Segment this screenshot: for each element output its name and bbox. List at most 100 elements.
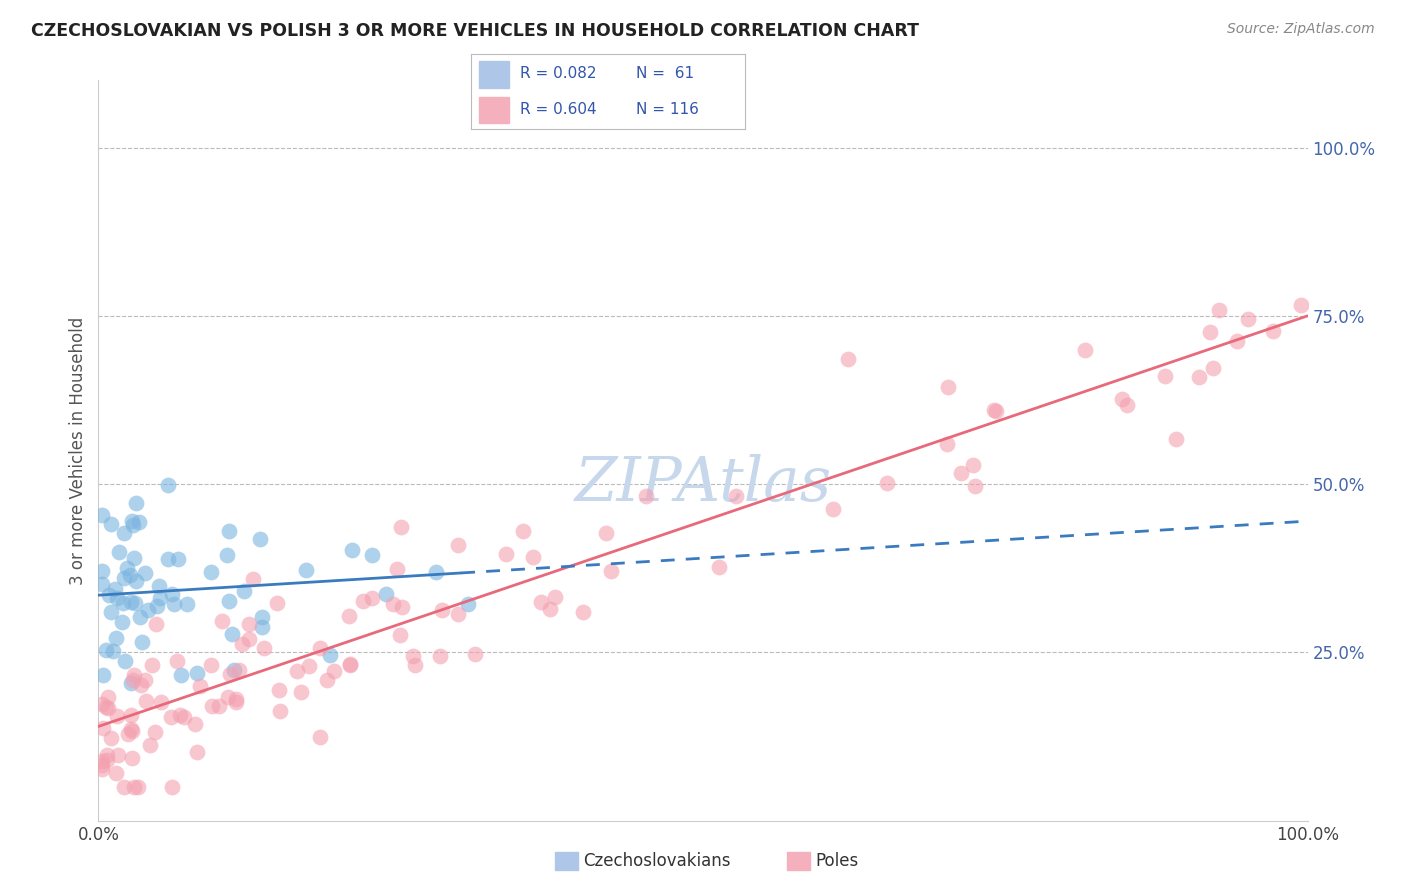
- Point: [250, 610, 273, 624]
- Point: [430, 602, 453, 616]
- Point: [404, 657, 426, 672]
- Point: [149, 591, 172, 605]
- Point: [402, 648, 425, 663]
- Point: [156, 552, 179, 566]
- Point: [118, 568, 141, 582]
- Point: [308, 730, 330, 744]
- Point: [986, 403, 1008, 417]
- Point: [112, 596, 135, 610]
- Point: [108, 545, 131, 559]
- Point: [266, 596, 288, 610]
- Point: [222, 663, 245, 677]
- Point: [983, 403, 1005, 417]
- Point: [636, 489, 658, 503]
- Point: [821, 502, 844, 516]
- Point: [145, 599, 167, 613]
- Point: [211, 614, 233, 628]
- Point: [512, 524, 534, 538]
- Point: [96, 753, 118, 767]
- Point: [128, 515, 150, 529]
- Point: [124, 596, 146, 610]
- Point: [337, 608, 360, 623]
- Point: [595, 525, 617, 540]
- Point: [200, 657, 222, 672]
- Point: [162, 780, 184, 794]
- Point: [150, 696, 173, 710]
- Point: [238, 632, 260, 647]
- Point: [91, 721, 114, 735]
- Point: [962, 458, 984, 473]
- Point: [1111, 392, 1133, 407]
- Point: [242, 572, 264, 586]
- Point: [96, 747, 118, 762]
- Text: R = 0.082: R = 0.082: [520, 67, 598, 81]
- Point: [186, 665, 208, 680]
- Point: [141, 657, 163, 672]
- Point: [322, 664, 344, 678]
- Point: [225, 692, 247, 706]
- Point: [101, 643, 124, 657]
- Point: [936, 380, 959, 394]
- Point: [464, 648, 486, 662]
- Point: [120, 676, 142, 690]
- Point: [117, 560, 139, 574]
- Point: [217, 690, 239, 705]
- Point: [114, 654, 136, 668]
- Point: [290, 684, 312, 698]
- Point: [186, 745, 208, 759]
- Point: [457, 597, 479, 611]
- Point: [707, 559, 730, 574]
- Point: [91, 576, 114, 591]
- Point: [91, 668, 114, 682]
- Point: [97, 690, 120, 704]
- Point: [339, 657, 361, 672]
- Point: [91, 758, 114, 772]
- Point: [98, 588, 121, 602]
- Point: [163, 597, 186, 611]
- Point: [135, 693, 157, 707]
- Text: R = 0.604: R = 0.604: [520, 102, 598, 117]
- Text: Czechoslovakians: Czechoslovakians: [583, 852, 731, 870]
- Point: [157, 478, 180, 492]
- Point: [139, 738, 162, 752]
- Point: [950, 466, 973, 480]
- FancyBboxPatch shape: [479, 62, 509, 87]
- Text: N =  61: N = 61: [636, 67, 693, 81]
- Point: [936, 437, 959, 451]
- Point: [352, 594, 374, 608]
- Point: [201, 698, 224, 713]
- Point: [138, 603, 160, 617]
- Point: [228, 663, 250, 677]
- Point: [148, 579, 170, 593]
- Point: [316, 673, 339, 688]
- Point: [91, 697, 114, 711]
- Point: [134, 673, 156, 688]
- FancyBboxPatch shape: [479, 96, 509, 123]
- Point: [495, 548, 517, 562]
- Point: [134, 566, 156, 580]
- Point: [122, 551, 145, 566]
- Point: [425, 566, 447, 580]
- Point: [120, 595, 142, 609]
- Point: [233, 583, 256, 598]
- Y-axis label: 3 or more Vehicles in Household: 3 or more Vehicles in Household: [69, 317, 87, 584]
- Point: [249, 533, 271, 547]
- Point: [361, 591, 384, 606]
- Text: ZIPAtlas: ZIPAtlas: [575, 454, 831, 514]
- Point: [382, 597, 405, 611]
- Point: [170, 668, 193, 682]
- Point: [225, 695, 247, 709]
- Point: [167, 552, 190, 566]
- Point: [391, 600, 413, 615]
- Point: [96, 643, 118, 657]
- Point: [544, 590, 567, 604]
- Point: [1115, 397, 1137, 411]
- Point: [105, 591, 128, 606]
- Point: [219, 667, 242, 681]
- Point: [121, 518, 143, 533]
- Point: [385, 562, 408, 576]
- Point: [1226, 334, 1249, 348]
- Point: [173, 710, 195, 724]
- Point: [269, 704, 291, 718]
- Point: [145, 617, 167, 632]
